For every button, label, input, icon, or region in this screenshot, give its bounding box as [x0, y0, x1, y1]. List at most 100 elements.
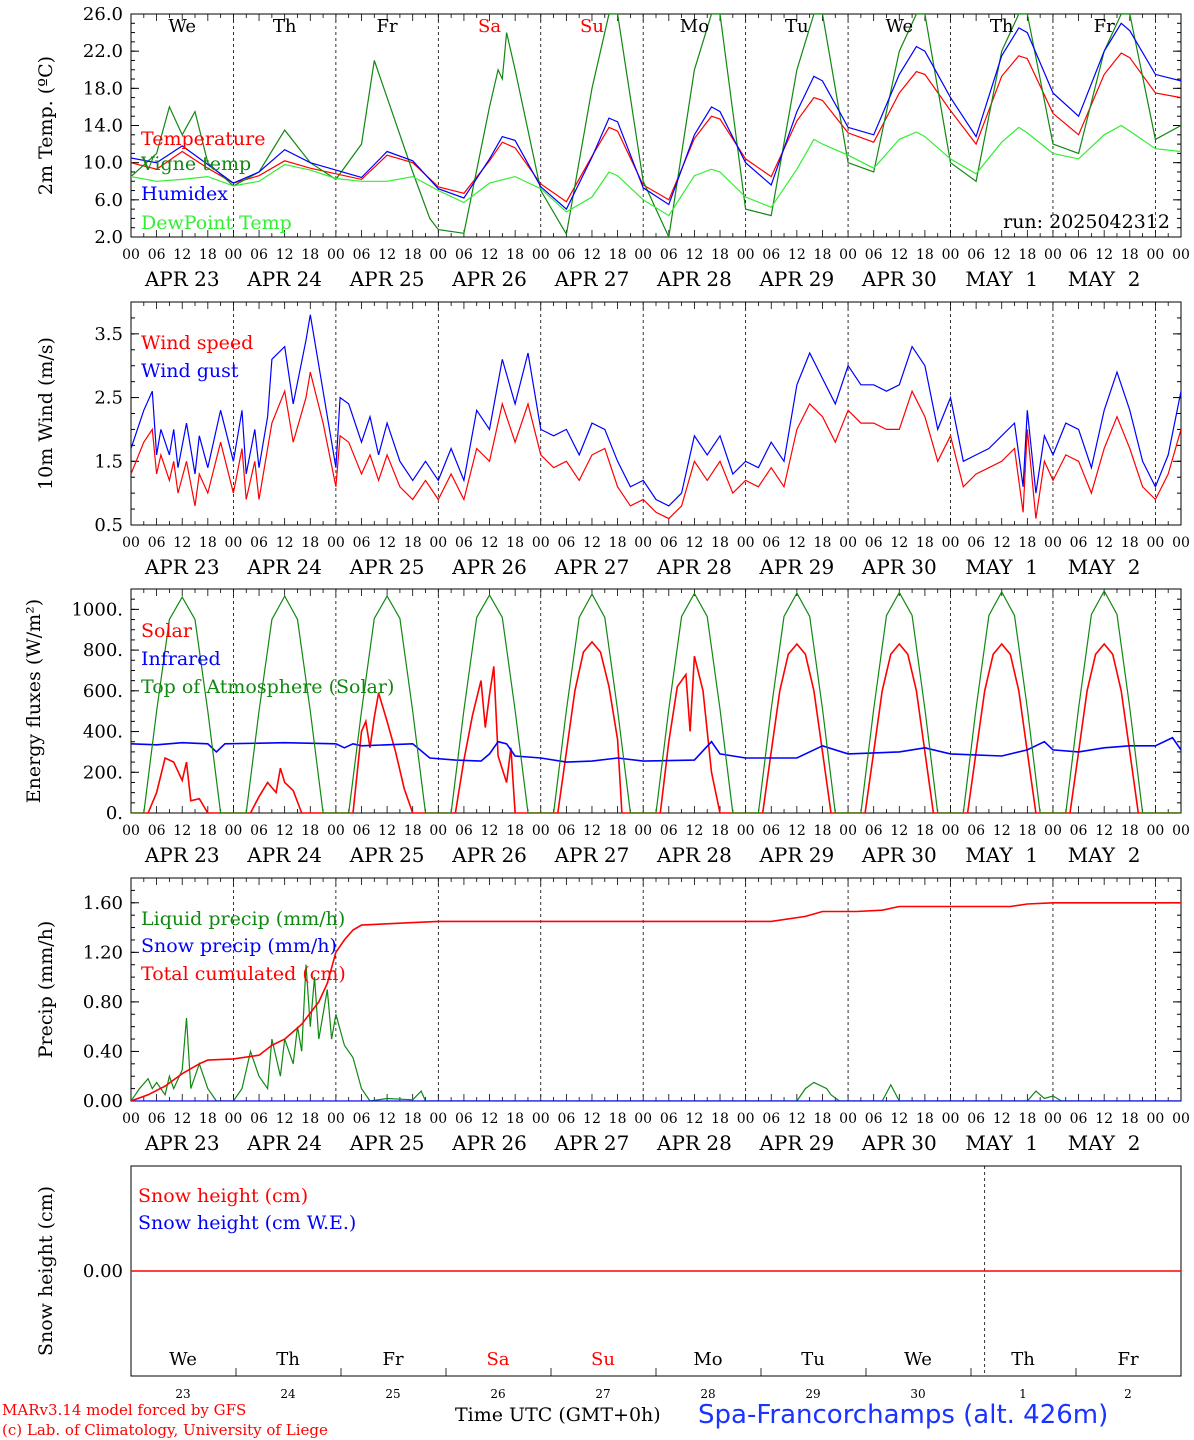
x-hour-label: 18	[609, 1111, 627, 1127]
weekday-label: Th	[1011, 1349, 1035, 1370]
x-day-label: APR 23	[144, 843, 220, 867]
day-number-label: 27	[595, 1387, 610, 1401]
x-hour-label: 12	[276, 823, 294, 839]
y-tick-label: 3.5	[94, 324, 123, 345]
panel-1: 2.0 6.0 10.0 14.0 18.0 22.0 26.0 2m Temp. (ºC) T…	[35, 4, 1190, 291]
x-hour-label: 06	[1070, 1111, 1088, 1127]
run-label: run: 2025042312	[1003, 211, 1170, 233]
y-tick-label: 18.0	[83, 78, 123, 99]
plot-frame	[130, 13, 1182, 238]
panel-2: 0.5 1.5 2.5 3.5 10m Wind (m/s) Wind speed Wind…	[35, 301, 1190, 579]
x-hour-label: 18	[1018, 1111, 1036, 1127]
x-hour-label: 18	[301, 535, 319, 551]
day-number-label: 28	[700, 1387, 715, 1401]
weekday-label: Mo	[693, 1349, 722, 1370]
y-tick-label: 22.0	[83, 41, 123, 62]
x-hour-label: 06	[762, 247, 780, 263]
x-day-label: APR 30	[861, 267, 937, 291]
x-hour-label: 00	[1172, 1111, 1190, 1127]
x-hour-label: 18	[609, 823, 627, 839]
x-day-label: APR 23	[144, 1131, 220, 1155]
station-name: Spa-Francorchamps (alt. 426m)	[698, 1400, 1109, 1430]
weekday-label: Tu	[785, 16, 809, 37]
x-hour-label: 18	[814, 247, 832, 263]
x-hour-label: 12	[173, 535, 191, 551]
x-hour-label: 18	[916, 535, 934, 551]
x-hour-label: 06	[865, 247, 883, 263]
x-hour-label: 00	[429, 247, 447, 263]
x-hour-label: 18	[199, 535, 217, 551]
x-hour-label: 00	[839, 823, 857, 839]
x-day-label: APR 25	[349, 267, 425, 291]
x-hour-label: 18	[506, 535, 524, 551]
x-hour-label: 12	[686, 247, 704, 263]
x-day-label: MAY 1	[965, 555, 1038, 579]
x-hour-label: 06	[865, 823, 883, 839]
x-hour-label: 00	[532, 1111, 550, 1127]
x-hour-label: 12	[890, 1111, 908, 1127]
weekday-label: Sa	[478, 16, 501, 37]
x-hour-label: 12	[583, 823, 601, 839]
x-day-label: APR 30	[861, 555, 937, 579]
x-hour-label: 12	[788, 823, 806, 839]
y-tick-label: 1.20	[83, 942, 123, 963]
x-hour-label: 18	[814, 823, 832, 839]
series-line-wind-gust	[131, 314, 1181, 507]
x-hour-label: 00	[839, 247, 857, 263]
legend-entry: Solar	[141, 620, 193, 642]
x-hour-label: 12	[481, 823, 499, 839]
weekday-label: We	[885, 16, 913, 37]
x-hour-label: 00	[1044, 1111, 1062, 1127]
x-hour-label: 06	[557, 247, 575, 263]
legend-entry: Temperature	[141, 128, 265, 150]
x-hour-label: 00	[942, 1111, 960, 1127]
x-hour-label: 18	[1121, 1111, 1139, 1127]
x-hour-label: 06	[250, 535, 268, 551]
weekday-label: Su	[580, 16, 604, 37]
x-day-label: APR 25	[349, 1131, 425, 1155]
legend-entry: Snow height (cm W.E.)	[138, 1212, 356, 1234]
x-hour-label: 06	[865, 535, 883, 551]
x-day-label: APR 29	[758, 267, 834, 291]
x-hour-label: 18	[301, 247, 319, 263]
legend-entry: Liquid precip (mm/h)	[141, 908, 345, 930]
x-hour-label: 00	[1172, 247, 1190, 263]
panel-5: 0.00 Snow height (cm) Snow height (cm) Snow…	[35, 1165, 1182, 1401]
x-hour-label: 18	[506, 1111, 524, 1127]
y-tick-label: 1.5	[94, 451, 123, 472]
x-hour-label: 18	[1018, 535, 1036, 551]
y-tick-label: 0.80	[83, 992, 123, 1013]
x-day-label: APR 26	[451, 555, 527, 579]
x-day-label: MAY 2	[1068, 1131, 1141, 1155]
x-hour-label: 12	[993, 247, 1011, 263]
x-hour-label: 00	[1172, 823, 1190, 839]
day-number-label: 25	[385, 1387, 400, 1401]
x-day-label: APR 28	[656, 843, 732, 867]
legend-entry: Top of Atmosphere (Solar)	[141, 676, 394, 698]
x-hour-label: 12	[583, 247, 601, 263]
x-hour-label: 00	[327, 1111, 345, 1127]
x-hour-label: 12	[788, 535, 806, 551]
x-hour-label: 18	[1018, 247, 1036, 263]
x-hour-label: 12	[378, 535, 396, 551]
x-hour-label: 00	[737, 247, 755, 263]
x-hour-label: 06	[353, 535, 371, 551]
x-hour-label: 00	[1044, 535, 1062, 551]
x-hour-label: 12	[686, 823, 704, 839]
x-hour-label: 00	[737, 1111, 755, 1127]
x-hour-label: 06	[148, 1111, 166, 1127]
x-day-label: APR 25	[349, 555, 425, 579]
x-hour-label: 06	[455, 823, 473, 839]
y-tick-label: 2.5	[94, 388, 123, 409]
x-hour-label: 00	[634, 823, 652, 839]
x-hour-label: 12	[173, 823, 191, 839]
legend-entry: Wind speed	[141, 332, 253, 354]
x-day-label: APR 23	[144, 267, 220, 291]
weekday-label: Tu	[801, 1349, 825, 1370]
x-hour-label: 00	[634, 1111, 652, 1127]
x-hour-label: 06	[660, 247, 678, 263]
y-axis-label: 10m Wind (m/s)	[35, 337, 57, 490]
day-number-label: 30	[910, 1387, 925, 1401]
x-day-label: MAY 2	[1068, 555, 1141, 579]
